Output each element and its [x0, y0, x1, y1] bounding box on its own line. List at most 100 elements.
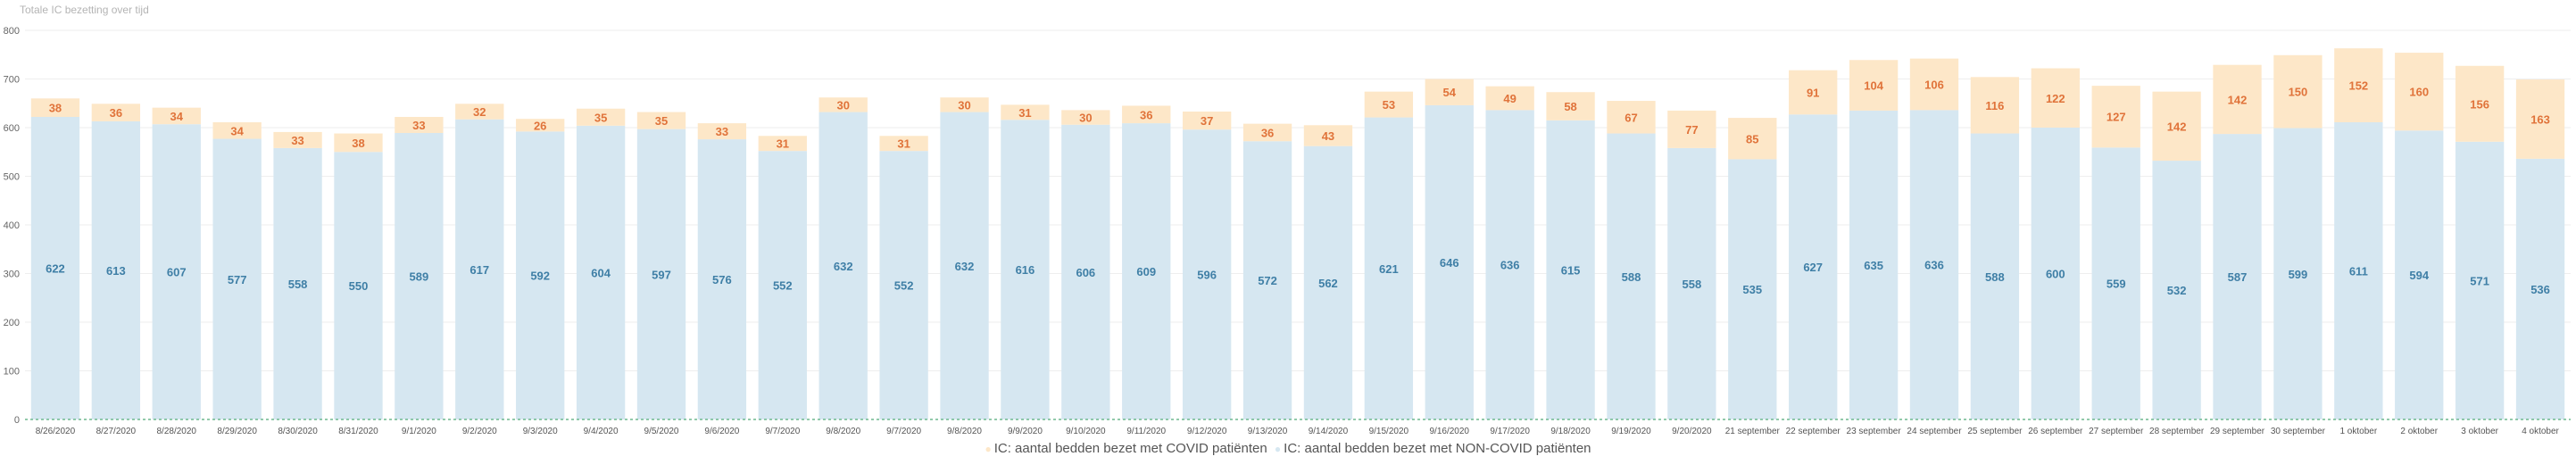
y-tick-300: 300	[4, 270, 20, 280]
data-label-non-covid: 636	[1924, 259, 1944, 272]
data-label-covid: 85	[1746, 132, 1758, 145]
y-tick-400: 400	[4, 220, 20, 231]
x-tick-label: 8/26/2020	[36, 427, 76, 436]
bar-covid	[1242, 123, 1292, 142]
data-label-non-covid: 632	[955, 260, 975, 273]
data-label-non-covid: 613	[106, 264, 126, 278]
x-tick-label: 28 september	[2149, 427, 2205, 436]
x-tick-label: 9/3/2020	[523, 427, 558, 436]
data-label-non-covid: 559	[2107, 278, 2126, 291]
bar-covid	[1909, 58, 1959, 111]
data-label-covid: 58	[1564, 100, 1576, 113]
data-label-non-covid: 562	[1318, 277, 1338, 290]
bar-covid	[516, 119, 565, 132]
data-label-non-covid: 615	[1561, 263, 1581, 277]
data-label-non-covid: 535	[1742, 283, 1762, 296]
bar-covid	[576, 108, 626, 126]
bar-non-covid	[30, 117, 80, 419]
x-tick-label: 9/19/2020	[1611, 427, 1651, 436]
bar-covid	[2091, 86, 2140, 148]
data-label-non-covid: 622	[46, 262, 65, 276]
data-label-covid: 142	[2167, 120, 2187, 133]
data-label-covid: 31	[777, 137, 789, 151]
data-label-covid: 26	[534, 119, 546, 132]
x-tick-label: 24 september	[1907, 427, 1962, 436]
bar-non-covid	[1182, 129, 1232, 419]
data-label-non-covid: 558	[288, 278, 308, 291]
y-tick-500: 500	[4, 172, 20, 183]
data-label-covid: 43	[1322, 129, 1334, 143]
x-tick-label: 25 september	[1967, 427, 2023, 436]
chart-title: Totale IC bezetting over tijd	[20, 4, 149, 16]
bar-non-covid	[1364, 117, 1414, 419]
data-label-covid: 104	[1864, 79, 1883, 93]
x-tick-label: 2 oktober	[2400, 427, 2438, 436]
data-label-covid: 142	[2228, 93, 2248, 106]
bar-covid	[879, 136, 928, 152]
bar-covid	[1789, 70, 1838, 115]
data-label-covid: 127	[2107, 111, 2126, 124]
bar-non-covid	[2031, 128, 2080, 419]
data-label-covid: 53	[1383, 98, 1395, 112]
legend-marker-covid: ●	[985, 443, 992, 455]
x-tick-label: 9/6/2020	[704, 427, 739, 436]
bar-non-covid	[516, 131, 565, 420]
x-tick-label: 30 september	[2271, 427, 2326, 436]
data-label-non-covid: 576	[712, 273, 732, 286]
bar-covid	[1001, 104, 1050, 120]
x-tick-label: 9/8/2020	[826, 427, 860, 436]
data-label-covid: 30	[1079, 112, 1092, 125]
data-label-non-covid: 606	[1076, 266, 1095, 279]
bar-non-covid	[1970, 133, 2020, 420]
legend-item-covid[interactable]: ● IC: aantal bedden bezet met COVID patië…	[985, 441, 1267, 456]
bar-covid	[1485, 86, 1534, 111]
bar-non-covid	[758, 151, 807, 419]
legend-label-covid: IC: aantal bedden bezet met COVID patiën…	[993, 441, 1267, 456]
data-label-non-covid: 632	[834, 260, 853, 273]
x-tick-label: 9/17/2020	[1490, 427, 1530, 436]
x-tick-label: 22 september	[1786, 427, 1841, 436]
data-label-covid: 35	[655, 114, 668, 128]
data-label-non-covid: 627	[1803, 261, 1823, 274]
bar-covid	[940, 97, 989, 112]
data-label-non-covid: 636	[1500, 259, 1520, 272]
data-label-covid: 54	[1443, 86, 1457, 99]
bar-covid	[273, 131, 322, 148]
bar-non-covid	[91, 120, 141, 420]
bar-covid	[152, 107, 201, 125]
y-tick-700: 700	[4, 75, 20, 86]
data-label-non-covid: 609	[1136, 265, 1156, 278]
bar-covid	[2455, 65, 2505, 142]
data-label-covid: 37	[1201, 114, 1213, 128]
data-label-non-covid: 596	[1197, 269, 1217, 282]
x-tick-label: 1 oktober	[2339, 427, 2377, 436]
bar-covid	[1364, 91, 1414, 118]
bar-covid	[2152, 91, 2201, 162]
data-label-covid: 36	[110, 106, 122, 120]
bar-non-covid	[1122, 123, 1171, 419]
data-label-covid: 163	[2530, 112, 2550, 126]
data-label-non-covid: 552	[773, 279, 793, 293]
data-label-non-covid: 611	[2349, 265, 2368, 278]
y-tick-800: 800	[4, 26, 20, 37]
data-label-covid: 33	[412, 119, 425, 132]
bar-non-covid	[576, 125, 626, 419]
data-label-covid: 35	[594, 111, 607, 124]
data-label-covid: 67	[1625, 111, 1637, 124]
x-tick-label: 9/7/2020	[765, 427, 800, 436]
data-label-covid: 34	[230, 124, 244, 137]
x-tick-label: 9/12/2020	[1187, 427, 1227, 436]
data-label-covid: 106	[1924, 78, 1944, 91]
bar-non-covid	[1061, 124, 1110, 420]
data-label-non-covid: 617	[469, 263, 489, 277]
bar-covid	[2273, 54, 2323, 129]
bar-non-covid	[2091, 147, 2140, 419]
bar-covid	[697, 123, 747, 140]
bar-covid	[1303, 125, 1353, 146]
data-label-non-covid: 552	[894, 279, 914, 293]
bar-non-covid	[212, 138, 262, 419]
bar-non-covid	[2273, 128, 2323, 420]
bar-non-covid	[1546, 120, 1595, 419]
bar-non-covid	[395, 132, 444, 419]
legend-item-non-covid[interactable]: ● IC: aantal bedden bezet met NON-COVID p…	[1275, 441, 1591, 456]
